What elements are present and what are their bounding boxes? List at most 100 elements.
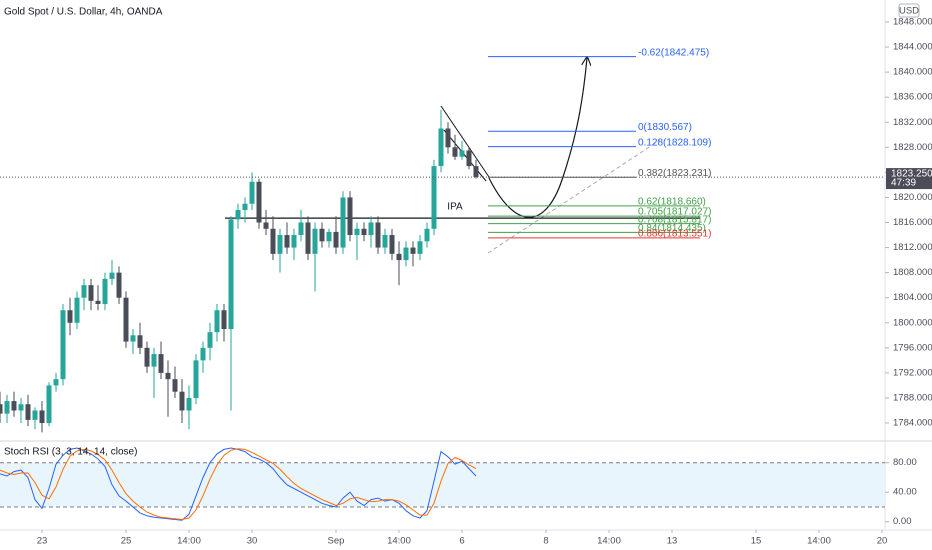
candle-body [333,231,339,248]
annotation: IPA [447,202,463,213]
y-tick-label: 1804.000 [893,292,932,303]
candle-body [200,347,206,361]
y-tick-label: 1848.000 [893,17,932,28]
candle-body [438,128,444,167]
candle-body [32,410,38,420]
y-tick-label: 1784.000 [893,418,932,429]
stoch-line [0,448,477,521]
y-tick-label: 1800.000 [893,317,932,328]
candle-body [137,335,143,348]
candle-body [25,404,31,420]
candle-body [347,197,353,236]
stoch-pane [0,447,885,521]
y-tick-label: 1832.000 [893,117,932,128]
x-tick-label: 25 [121,536,132,547]
candle-body [46,385,52,424]
candle-body [291,235,297,248]
candle-body [123,297,129,342]
candle-body [18,404,24,411]
x-tick-label: 8 [543,536,548,547]
candle-body [403,247,409,261]
y-tick-label: 1788.000 [893,392,932,403]
candle-body [53,379,59,386]
candle-body [361,228,367,236]
candle-body [235,209,241,220]
x-tick-label: 6 [459,536,464,547]
candle-body [375,222,381,248]
y-tick-label: 1844.000 [893,42,932,53]
chart-title: Gold Spot / U.S. Dollar, 4h, OANDA [4,7,163,18]
y-tick-label: 1816.000 [893,217,932,228]
candle-body [242,203,248,210]
y-tick-label: 0.00 [893,516,912,527]
candle-body [102,278,108,304]
x-tick-label: 15 [751,536,762,547]
candle-body [389,235,395,254]
y-tick-label: 40.00 [893,487,917,498]
fib-label: 0.768(1815.817) [638,214,711,225]
candle-body [88,285,94,301]
fib-label: 0.84(1814.435) [638,223,706,234]
candle-body [11,401,17,411]
candle-body [74,297,80,323]
x-tick-label: 13 [667,536,678,547]
candle-body [452,147,458,157]
candle-body [382,235,388,248]
countdown: 47:39 [891,178,916,189]
candle-body [179,391,185,411]
candle-body [186,397,192,411]
candle-body [193,360,199,398]
candle-body [256,181,262,223]
candle-body [473,166,479,178]
fib-label: 0.128(1828.109) [638,137,711,148]
candle-body [4,401,10,414]
main-pane: -0.62(1842.475) 0(1830.567) 0.128(1828.109… [0,47,711,433]
x-tick-label: 14:00 [387,536,411,547]
x-tick-label: 30 [247,536,258,547]
x-tick-label: 14:00 [597,536,621,547]
y-tick-label: 1828.000 [893,142,932,153]
candle-body [263,222,269,229]
candle-body [431,166,437,229]
currency-box [898,3,920,18]
y-tick-label: 1836.000 [893,92,932,103]
candle-body [410,247,416,254]
candle-body [214,310,220,333]
fib-label: -0.62(1842.475) [638,47,709,58]
y-tick-label: 1812.000 [893,242,932,253]
candle-body [221,310,227,330]
x-tick-label: 23 [37,536,48,547]
candle-body [39,410,45,424]
candle-body [298,222,304,236]
candle-body [158,354,164,373]
candle-body [207,332,213,348]
candle-body [270,228,276,254]
candle-body [228,219,234,330]
trend-line [487,139,661,254]
x-tick-label: 20 [877,536,888,547]
y-tick-label: 1820.000 [893,192,932,203]
candle-body [151,354,157,367]
candle-body [277,235,283,254]
candle-body [326,231,332,242]
candle-body [109,272,115,279]
last-price-label: 1823.250 [891,169,932,180]
candle-body [130,335,136,342]
last-price-tag [886,168,932,190]
candle-body [417,241,423,254]
projection-arrow [488,58,587,218]
candle-body [95,300,101,304]
candle-body [144,347,150,367]
candle-body [305,222,311,254]
band [0,462,885,507]
candle-body [249,181,255,204]
y-tick-label: 1792.000 [893,367,932,378]
candle-body [172,379,178,392]
candle-body [0,404,3,414]
candle-body [284,235,290,248]
x-tick-label: 14:00 [807,536,831,547]
candle-body [354,228,360,236]
candle-body [165,372,171,380]
candle-body [81,285,87,298]
